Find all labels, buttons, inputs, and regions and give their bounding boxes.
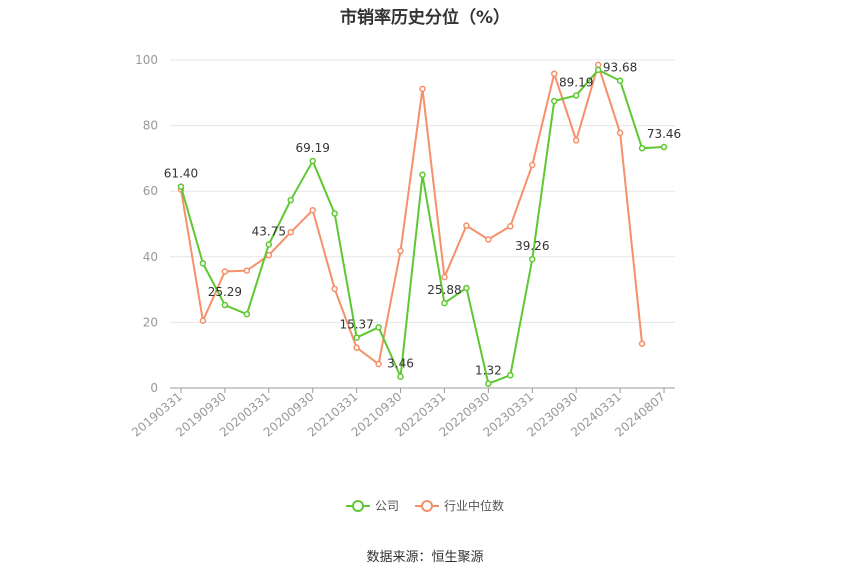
data-point	[375, 324, 382, 331]
data-point	[463, 284, 470, 292]
data-point	[287, 196, 295, 204]
data-label: 73.46	[647, 127, 681, 141]
data-label: 1.32	[475, 364, 502, 378]
data-point	[594, 66, 602, 74]
data-point	[221, 301, 229, 309]
data-point	[265, 241, 273, 248]
legend-label: 公司	[374, 499, 399, 513]
data-point	[550, 70, 558, 78]
data-point	[353, 334, 360, 341]
chart-title: 市销率历史分位（%）	[339, 8, 511, 28]
legend-item[interactable]: 公司	[345, 497, 399, 514]
data-point	[463, 222, 470, 229]
source-note: 数据来源：恒生聚源	[366, 550, 484, 565]
data-point	[397, 373, 404, 380]
data-label: 39.26	[515, 239, 549, 253]
data-point	[660, 143, 668, 151]
data-point	[331, 285, 338, 293]
data-label: 3.46	[387, 357, 414, 371]
data-label: 61.40	[164, 167, 198, 181]
data-point	[419, 171, 426, 179]
data-point	[397, 247, 404, 255]
y-tick-label: 80	[143, 119, 158, 133]
data-point	[199, 317, 207, 325]
data-point	[485, 236, 492, 243]
data-point	[616, 129, 624, 137]
legend-item[interactable]: 行业中位数	[415, 497, 504, 514]
data-point	[331, 210, 338, 217]
data-point	[572, 137, 580, 144]
data-point	[616, 77, 624, 84]
grid-lines	[170, 59, 675, 323]
y-tick-label: 20	[143, 315, 158, 329]
series-lines	[177, 61, 668, 387]
data-point	[507, 223, 514, 230]
data-point	[243, 310, 251, 318]
data-point	[485, 380, 492, 387]
data-point	[309, 157, 316, 165]
data-point	[638, 144, 646, 152]
data-point	[353, 344, 360, 351]
data-point	[529, 255, 536, 263]
data-label: 43.75	[252, 225, 286, 239]
data-point	[243, 267, 251, 274]
data-point	[287, 228, 295, 236]
data-point	[309, 206, 316, 214]
data-point	[572, 92, 580, 99]
data-labels: 61.40 25.29 43.75 69.19 15.37 3.46 25.88 1.32 39…	[164, 61, 681, 378]
legend-swatch	[345, 499, 370, 513]
data-point	[529, 161, 536, 169]
data-label: 15.37	[339, 318, 373, 332]
y-tick-label: 0	[150, 381, 158, 395]
data-point	[507, 371, 514, 379]
data-label: 69.19	[296, 141, 330, 155]
data-point	[441, 273, 448, 281]
data-point	[199, 260, 207, 267]
data-point	[638, 340, 646, 347]
data-label: 89.19	[559, 75, 593, 89]
legend-label: 行业中位数	[444, 499, 505, 513]
data-point	[550, 97, 558, 105]
y-tick-label: 100	[135, 53, 158, 67]
legend: 公司 行业中位数	[0, 497, 850, 516]
data-label: 25.88	[427, 283, 461, 297]
data-point	[221, 268, 229, 275]
y-tick-label: 60	[143, 184, 158, 198]
data-point	[441, 299, 448, 307]
data-point	[265, 251, 273, 259]
data-point	[419, 85, 426, 93]
series-line-行业中位数	[179, 63, 644, 366]
data-point	[177, 183, 185, 190]
data-label: 93.68	[603, 61, 637, 75]
legend-swatch	[415, 499, 439, 513]
data-point	[375, 360, 382, 368]
data-label: 25.29	[208, 285, 242, 299]
y-tick-label: 40	[143, 250, 158, 264]
